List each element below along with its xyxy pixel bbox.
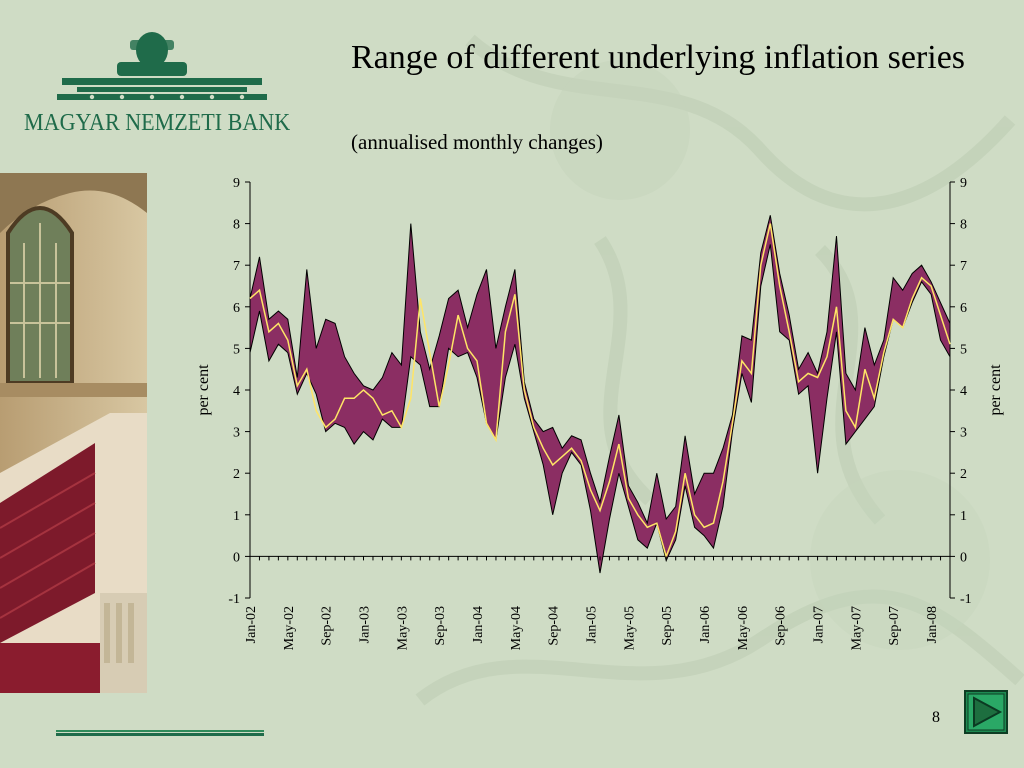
y-tick-label-right: 6	[960, 301, 967, 316]
x-tick-label: Sep-06	[774, 606, 789, 646]
page-number: 8	[932, 709, 940, 726]
y-tick-label-left: 3	[233, 426, 240, 441]
y-tick-label-left: 2	[233, 467, 240, 482]
next-slide-button[interactable]	[964, 690, 1008, 734]
x-tick-label: Sep-07	[887, 606, 902, 646]
y-axis-label-right: per cent	[987, 364, 1004, 416]
y-tick-label-left: 9	[233, 176, 240, 191]
x-tick-label: Jan-03	[358, 606, 373, 643]
play-triangle-icon	[964, 690, 1008, 734]
slide-title: Range of different underlying inflation …	[351, 39, 966, 76]
y-tick-label-right: 2	[960, 467, 967, 482]
x-tick-label: Jan-02	[244, 606, 259, 643]
inflation-range-band	[249, 215, 951, 574]
y-tick-label-right: 4	[960, 384, 967, 399]
y-tick-label-right: 3	[960, 426, 967, 441]
x-tick-label: Jan-08	[925, 606, 940, 643]
y-axis-left: -1 0 1 2 3 4 5 6 7 8 9	[228, 176, 250, 607]
x-tick-label: Jan-07	[812, 606, 827, 643]
y-tick-label-left: 1	[233, 509, 240, 524]
y-tick-label-left: 8	[233, 218, 240, 233]
x-tick-label: May-06	[736, 606, 751, 650]
x-tick-label: Sep-03	[433, 606, 448, 646]
y-tick-label-right: -1	[960, 592, 972, 607]
inflation-range-chart: -1 0 1 2 3 4 5 6 7 8 9 -1 0 1 2 3 4 5 6 7 8 9 Jan-02 May-02 Se…	[195, 176, 1004, 650]
x-tick-label: Sep-05	[660, 606, 675, 646]
x-tick-label: Jan-05	[585, 606, 600, 643]
x-tick-label: May-05	[622, 606, 637, 650]
y-tick-label-right: 5	[960, 342, 967, 357]
y-tick-label-right: 1	[960, 509, 967, 524]
inflation-centre-line	[249, 223, 951, 559]
x-tick-label: Sep-02	[320, 606, 335, 646]
slide-subtitle: (annualised monthly changes)	[351, 130, 603, 154]
x-tick-label: May-07	[849, 606, 864, 650]
staircase-photo	[0, 173, 147, 693]
x-tick-label: Jan-06	[698, 606, 713, 643]
y-axis-right: -1 0 1 2 3 4 5 6 7 8 9	[950, 176, 972, 607]
y-tick-label-left: 5	[233, 342, 240, 357]
y-tick-label-right: 8	[960, 218, 967, 233]
y-tick-label-left: 4	[233, 384, 240, 399]
y-tick-label-right: 7	[960, 259, 967, 274]
y-tick-label-right: 9	[960, 176, 967, 191]
bank-logo	[57, 32, 267, 100]
y-tick-label-left: -1	[228, 592, 240, 607]
y-tick-label-right: 0	[960, 550, 967, 565]
x-tick-label: May-04	[509, 606, 524, 650]
bank-name: MAGYAR NEMZETI BANK	[24, 110, 291, 136]
x-tick-label: May-03	[395, 606, 410, 650]
y-tick-label-left: 7	[233, 259, 240, 274]
x-tick-label: May-02	[282, 606, 297, 650]
x-axis: Jan-02 May-02 Sep-02 Jan-03 May-03 Sep-03 Jan-…	[244, 556, 951, 650]
x-tick-label: Sep-04	[547, 606, 562, 646]
x-tick-label: Jan-04	[471, 606, 486, 643]
y-tick-label-left: 6	[233, 301, 240, 316]
footer-rule	[56, 730, 264, 736]
y-axis-label-left: per cent	[195, 364, 212, 416]
y-tick-label-left: 0	[233, 550, 240, 565]
